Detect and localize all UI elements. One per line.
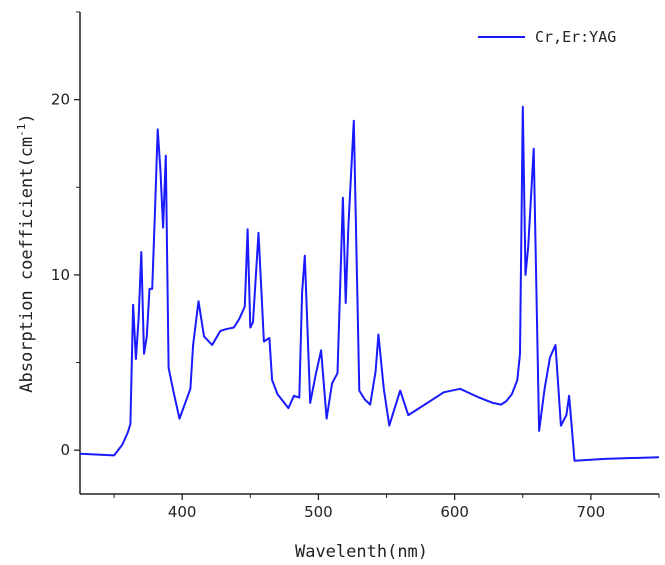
- x-tick-label-400: 400: [168, 503, 197, 521]
- y-axis-title: Absorption coefficient(cm-1): [15, 113, 37, 392]
- y-tick-label-0: 0: [60, 441, 70, 459]
- chart-marks: [79, 105, 660, 462]
- legend-label-cr-er-yag: Cr,Er:YAG: [535, 28, 616, 46]
- legend: Cr,Er:YAG: [478, 28, 616, 46]
- y-axis-title-superscript: -1: [15, 124, 28, 137]
- series-line-0: [79, 105, 660, 462]
- x-tick-label-700: 700: [577, 503, 606, 521]
- y-tick-label-10: 10: [51, 266, 70, 284]
- y-axis-title-close: ): [17, 113, 37, 123]
- x-tick-label-600: 600: [440, 503, 469, 521]
- y-tick-label-20: 20: [51, 91, 70, 109]
- x-tick-label-500: 500: [304, 503, 333, 521]
- y-axis-title-main: Absorption coefficient(cm: [17, 137, 37, 393]
- axes: 400 500 600 700 0 10 20: [51, 11, 660, 521]
- x-axis-title: Wavelenth(nm): [295, 542, 428, 562]
